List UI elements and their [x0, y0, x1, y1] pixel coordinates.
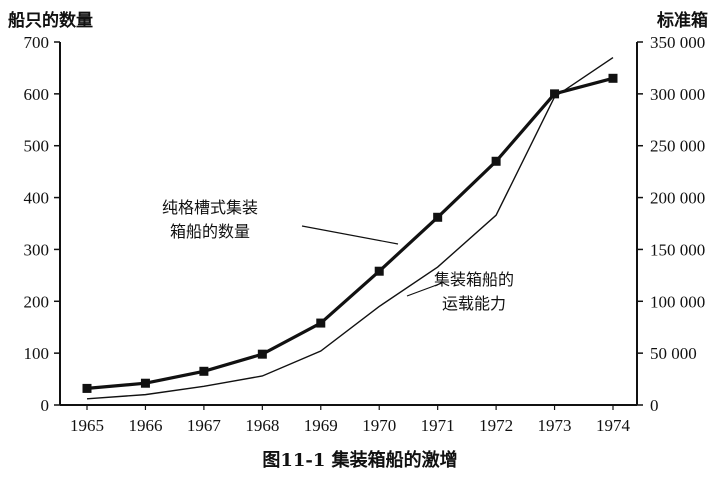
x-tick-label: 1965: [70, 416, 104, 435]
series-label-capacity-line2: 运载能力: [442, 294, 507, 313]
left-tick-label: 600: [24, 85, 50, 104]
chart-series: [82, 56, 618, 400]
x-tick-label: 1971: [421, 416, 455, 435]
series-label-ship-count-line1: 纯格槽式集装: [162, 198, 259, 217]
series-label-capacity-line1: 集装箱船的: [434, 270, 515, 289]
chart-axes: [59, 42, 638, 406]
left-tick-label: 500: [24, 137, 50, 156]
ship-count-point: [491, 156, 501, 166]
right-tick-label: 200 000: [650, 189, 705, 208]
left-tick-label: 0: [41, 396, 50, 415]
right-tick-label: 0: [650, 396, 659, 415]
right-tick-label: 300 000: [650, 85, 705, 104]
ship-count-leader-line: [301, 225, 399, 245]
right-tick-label: 350 000: [650, 33, 705, 52]
x-tick-label: 1972: [479, 416, 513, 435]
right-axis-title: 标准箱: [657, 11, 708, 31]
x-tick-label: 1968: [245, 416, 279, 435]
left-tick-label: 700: [24, 33, 50, 52]
ship-count-point: [433, 212, 443, 222]
ship-count-series-line: [86, 76, 614, 390]
right-tick-label: 150 000: [650, 240, 705, 259]
capacity-leader-line: [406, 282, 443, 297]
ship-count-point: [257, 349, 267, 359]
left-tick-label: 300: [24, 240, 50, 259]
series-label-capacity: 集装箱船的 运载能力: [434, 268, 514, 316]
ship-count-point: [608, 73, 618, 83]
right-tick-label: 100 000: [650, 292, 705, 311]
ship-count-point: [316, 318, 326, 328]
ship-count-point: [140, 378, 150, 388]
figure-caption: 图11-1 集装箱船的激增: [262, 450, 458, 471]
chart-ticks: 0 0 100 50 000 200 100 000 300 150 000 400 200 00…: [24, 33, 706, 435]
x-tick-label: 1974: [596, 416, 631, 435]
left-tick-label: 200: [24, 292, 50, 311]
ship-count-point: [374, 266, 384, 276]
right-tick-label: 50 000: [650, 344, 697, 363]
left-tick-label: 400: [24, 189, 50, 208]
series-label-ship-count: 纯格槽式集装 箱船的数量: [162, 196, 258, 244]
ship-count-point: [82, 383, 92, 393]
left-axis-title: 船只的数量: [8, 11, 93, 31]
x-tick-label: 1967: [187, 416, 222, 435]
left-tick-label: 100: [24, 344, 50, 363]
x-tick-label: 1969: [304, 416, 338, 435]
x-tick-label: 1966: [128, 416, 162, 435]
ship-count-point: [199, 366, 209, 376]
capacity-series-line: [86, 56, 614, 400]
right-tick-label: 250 000: [650, 137, 705, 156]
x-tick-label: 1973: [538, 416, 572, 435]
x-tick-label: 1970: [362, 416, 396, 435]
series-label-ship-count-line2: 箱船的数量: [170, 222, 251, 241]
ship-count-point: [550, 89, 560, 99]
